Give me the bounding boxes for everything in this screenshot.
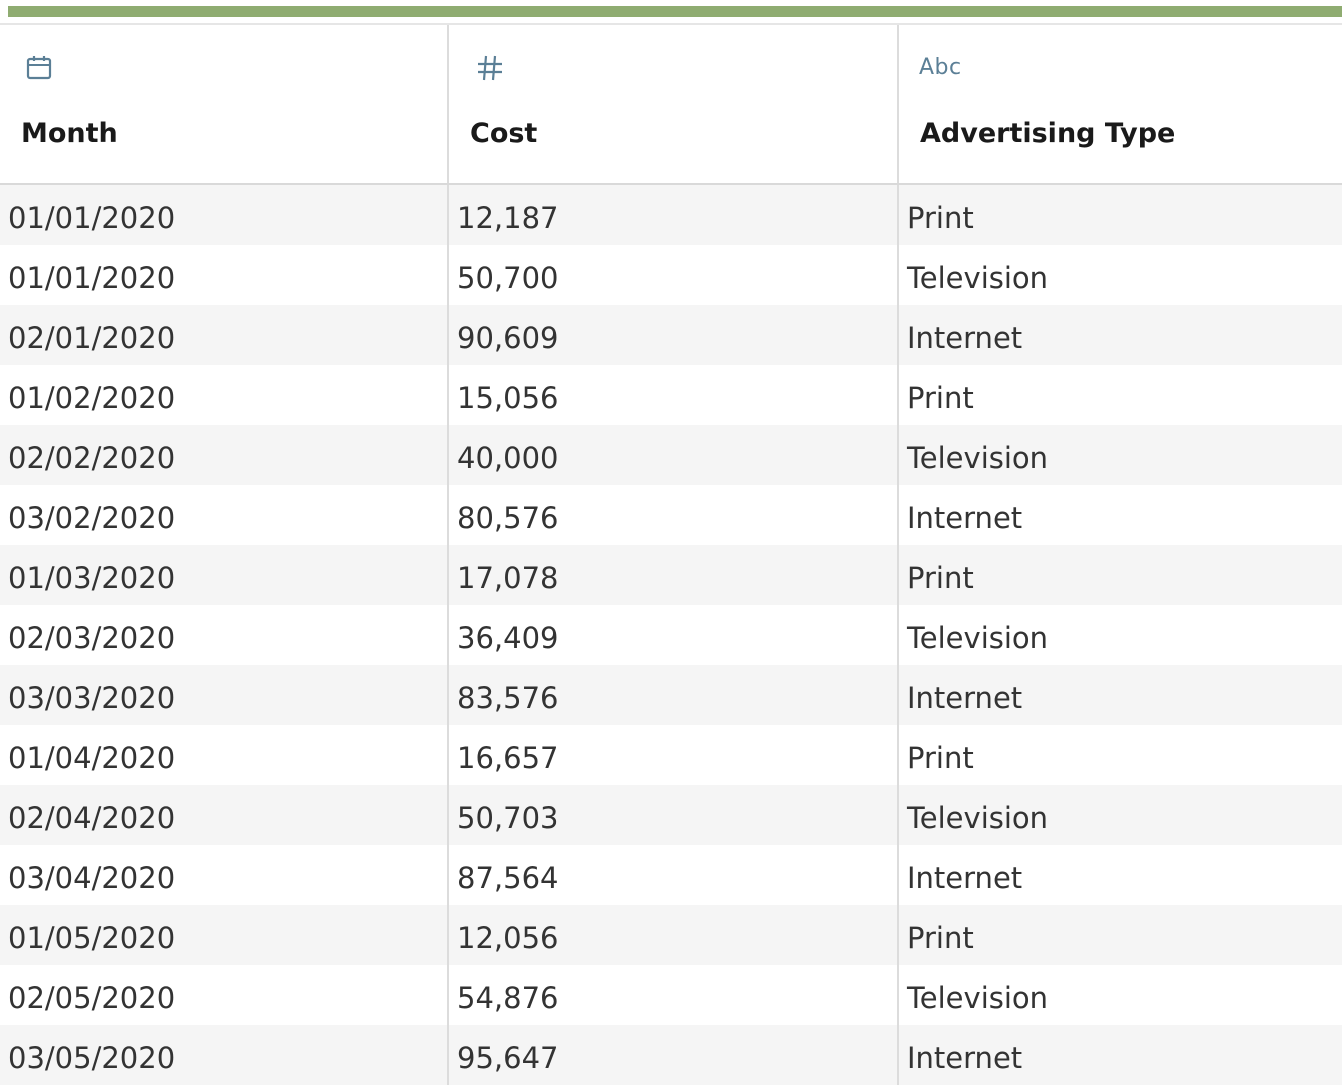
cell-cost[interactable]: 40,000 (449, 425, 899, 485)
table-row[interactable]: 03/05/2020 95,647 Internet (0, 1025, 1342, 1085)
table-row[interactable]: 03/02/2020 80,576 Internet (0, 485, 1342, 545)
table-row[interactable]: 01/05/2020 12,056 Print (0, 905, 1342, 965)
cell-month[interactable]: 03/02/2020 (0, 485, 449, 545)
column-title: Advertising Type (920, 118, 1176, 149)
accent-bar (8, 6, 1342, 17)
cell-cost[interactable]: 95,647 (449, 1025, 899, 1085)
cell-advertising-type[interactable]: Print (907, 561, 974, 595)
table-row[interactable]: 02/02/2020 40,000 Television (0, 425, 1342, 485)
cell-advertising-type[interactable]: Television (907, 441, 1049, 475)
table-row[interactable]: 03/04/2020 87,564 Internet (0, 845, 1342, 905)
cell-advertising-type[interactable]: Print (907, 201, 974, 235)
cell-cost[interactable]: 36,409 (449, 605, 899, 665)
cell-month[interactable]: 01/02/2020 (0, 365, 449, 425)
cell-cost[interactable]: 17,078 (449, 545, 899, 605)
cell-advertising-type[interactable]: Internet (907, 501, 1023, 535)
table-row[interactable]: 01/02/2020 15,056 Print (0, 365, 1342, 425)
table-row[interactable]: 02/05/2020 54,876 Television (0, 965, 1342, 1025)
cell-advertising-type[interactable]: Television (907, 621, 1049, 655)
cell-advertising-type[interactable]: Internet (907, 861, 1023, 895)
cell-cost[interactable]: 90,609 (449, 305, 899, 365)
cell-month[interactable]: 02/04/2020 (0, 785, 449, 845)
table-row[interactable]: 02/01/2020 90,609 Internet (0, 305, 1342, 365)
table-row[interactable]: 01/01/2020 50,700 Television (0, 245, 1342, 305)
cell-month[interactable]: 01/04/2020 (0, 725, 449, 785)
table-row[interactable]: 03/03/2020 83,576 Internet (0, 665, 1342, 725)
cell-cost[interactable]: 15,056 (449, 365, 899, 425)
cell-cost[interactable]: 50,700 (449, 245, 899, 305)
header-row: Month Cost Abc Advertising Type (0, 25, 1342, 185)
cell-month[interactable]: 03/05/2020 (0, 1025, 449, 1085)
column-header-advertising-type[interactable]: Abc Advertising Type (899, 25, 1342, 183)
column-title: Cost (470, 118, 538, 149)
cell-advertising-type[interactable]: Television (907, 981, 1049, 1015)
cell-advertising-type[interactable]: Television (907, 261, 1049, 295)
table-row[interactable]: 02/04/2020 50,703 Television (0, 785, 1342, 845)
cell-advertising-type[interactable]: Internet (907, 681, 1023, 715)
cell-cost[interactable]: 54,876 (449, 965, 899, 1025)
cell-advertising-type[interactable]: Internet (907, 321, 1023, 355)
table-row[interactable]: 01/03/2020 17,078 Print (0, 545, 1342, 605)
data-grid: Month Cost Abc Advertising Type 01/01/20… (0, 25, 1342, 1085)
column-title: Month (21, 118, 118, 149)
cell-month[interactable]: 03/04/2020 (0, 845, 449, 905)
cell-month[interactable]: 02/03/2020 (0, 605, 449, 665)
cell-advertising-type[interactable]: Print (907, 381, 974, 415)
divider (0, 23, 1342, 25)
cell-month[interactable]: 02/01/2020 (0, 305, 449, 365)
cell-month[interactable]: 01/01/2020 (0, 245, 449, 305)
abc-string-icon[interactable]: Abc (919, 55, 962, 80)
cell-month[interactable]: 01/05/2020 (0, 905, 449, 965)
cell-month[interactable]: 01/03/2020 (0, 545, 449, 605)
cell-cost[interactable]: 12,056 (449, 905, 899, 965)
cell-advertising-type[interactable]: Print (907, 921, 974, 955)
cell-advertising-type[interactable]: Internet (907, 1041, 1023, 1075)
cell-cost[interactable]: 12,187 (449, 185, 899, 245)
table-body: 01/01/2020 12,187 Print 01/01/2020 50,700 Tel… (0, 185, 1342, 1085)
table-row[interactable]: 02/03/2020 36,409 Television (0, 605, 1342, 665)
cell-month[interactable]: 01/01/2020 (0, 185, 449, 245)
calendar-icon[interactable] (24, 53, 54, 83)
cell-cost[interactable]: 87,564 (449, 845, 899, 905)
cell-cost[interactable]: 16,657 (449, 725, 899, 785)
number-hash-icon[interactable] (475, 53, 505, 83)
table-row[interactable]: 01/01/2020 12,187 Print (0, 185, 1342, 245)
table-row[interactable]: 01/04/2020 16,657 Print (0, 725, 1342, 785)
cell-cost[interactable]: 83,576 (449, 665, 899, 725)
cell-advertising-type[interactable]: Print (907, 741, 974, 775)
column-header-month[interactable]: Month (0, 25, 449, 183)
cell-month[interactable]: 02/02/2020 (0, 425, 449, 485)
cell-month[interactable]: 02/05/2020 (0, 965, 449, 1025)
cell-month[interactable]: 03/03/2020 (0, 665, 449, 725)
cell-advertising-type[interactable]: Television (907, 801, 1049, 835)
cell-cost[interactable]: 80,576 (449, 485, 899, 545)
column-header-cost[interactable]: Cost (449, 25, 899, 183)
cell-cost[interactable]: 50,703 (449, 785, 899, 845)
